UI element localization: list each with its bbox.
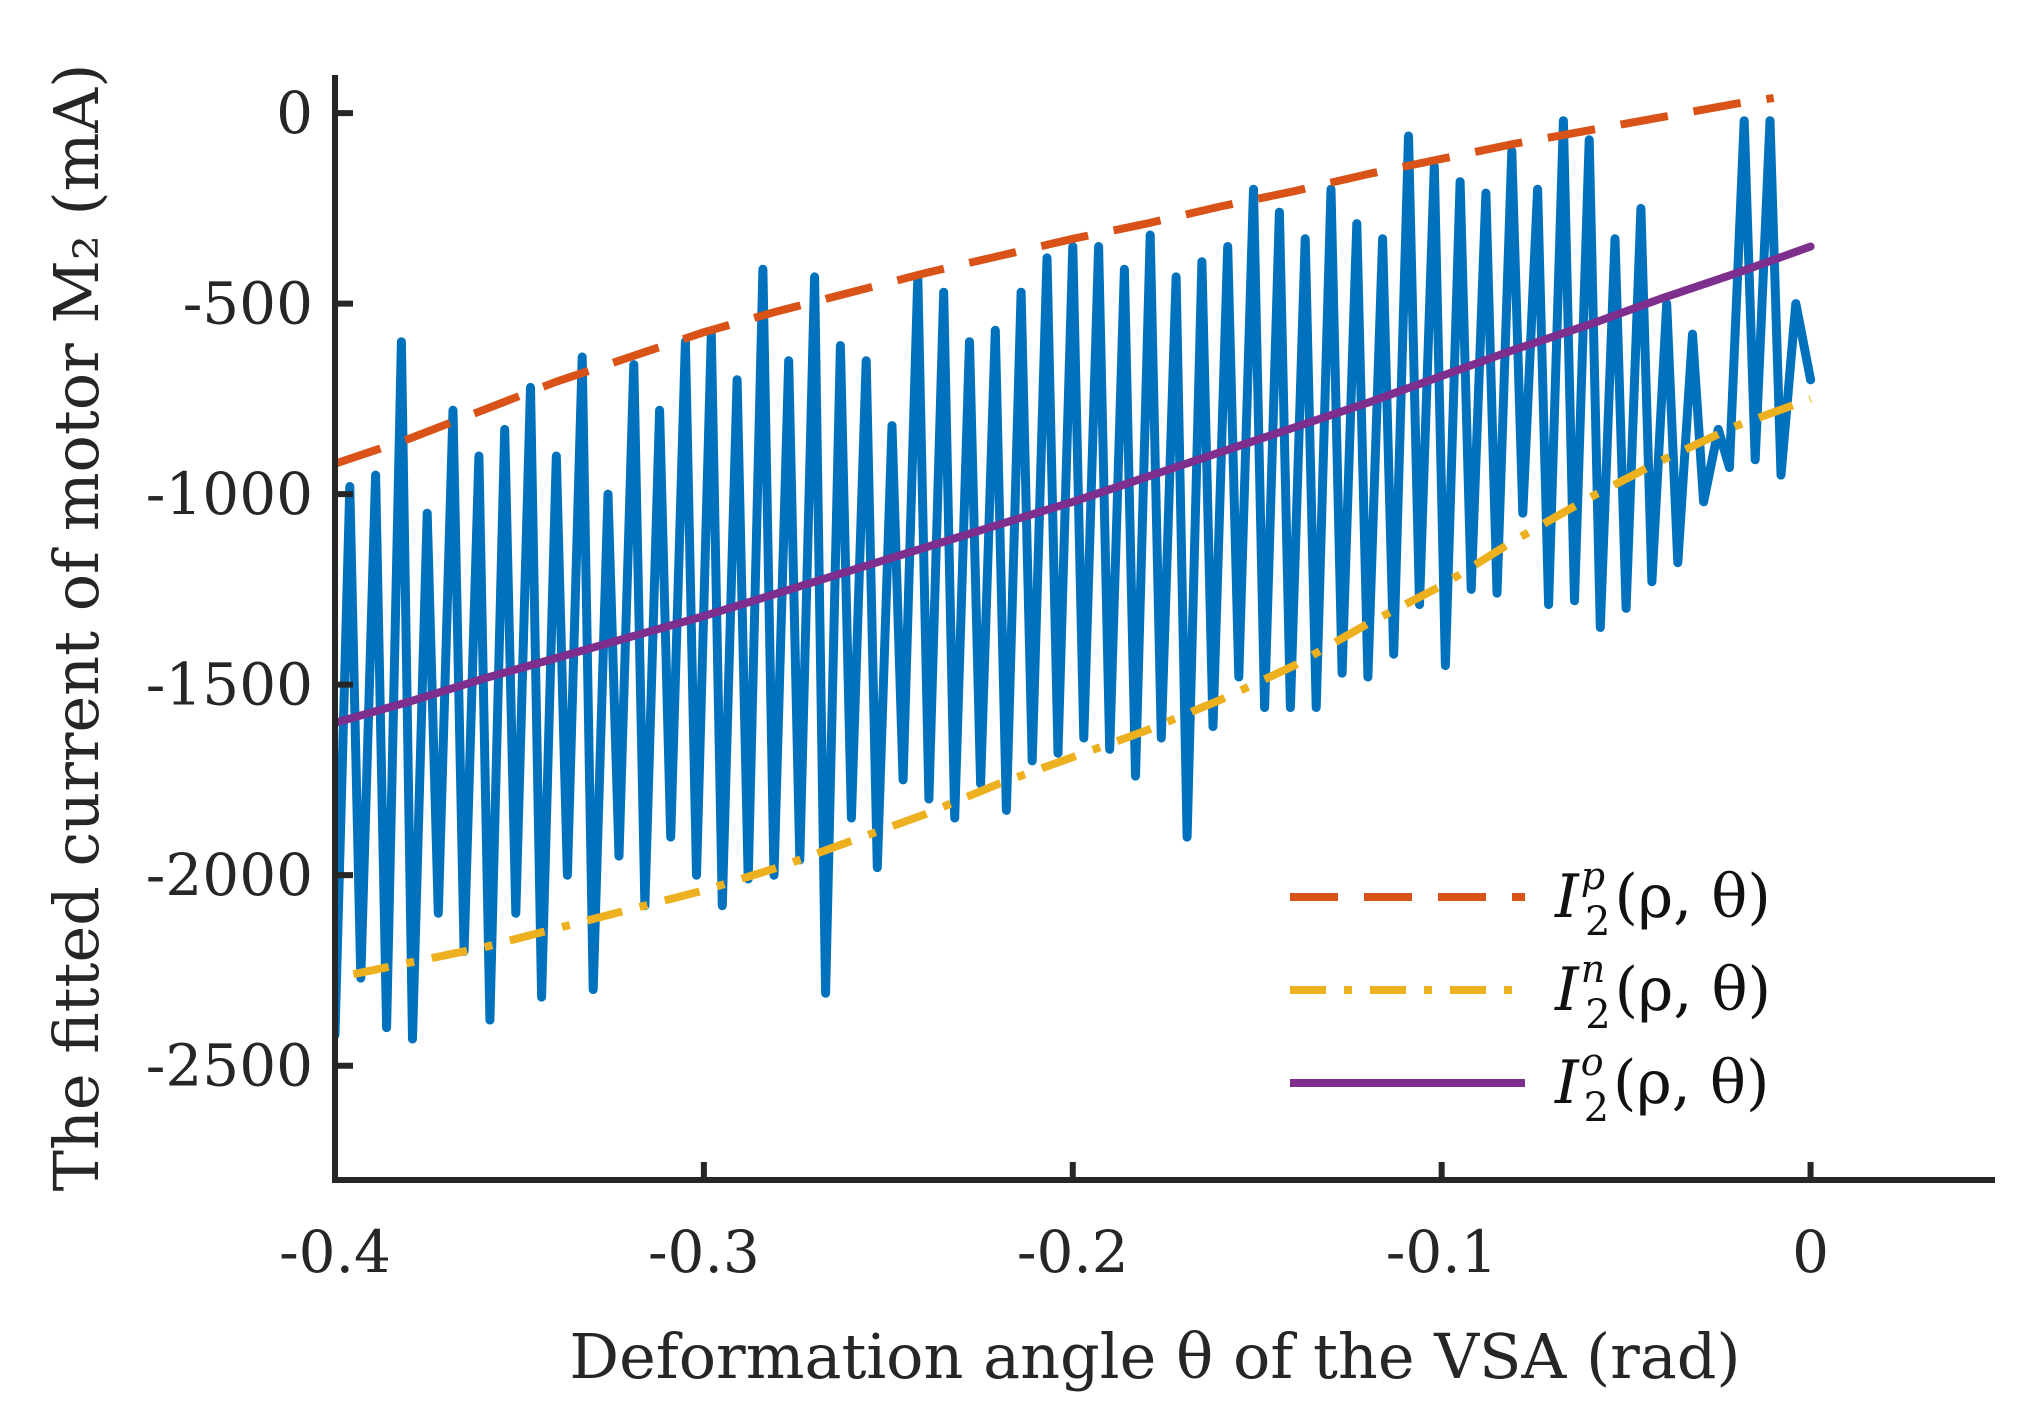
series-line-optimal <box>335 242 1815 727</box>
y-axis-title: The fitted current of motor M₂ (mA) <box>40 64 113 1192</box>
x-tick-label: -0.3 <box>648 1218 760 1286</box>
plot-area <box>335 93 1816 1044</box>
series-line-measured <box>335 116 1816 1044</box>
tick-labels: -0.4 -0.3 -0.2 -0.1 0 0 -500 -1000 -1500 -2000 -25… <box>146 79 1829 1286</box>
x-tick-label: -0.2 <box>1017 1218 1129 1286</box>
legend-label-positive: Ip 2(ρ, θ) <box>1554 854 1771 945</box>
x-tick-label: -0.1 <box>1386 1218 1498 1286</box>
axes <box>332 75 1995 1183</box>
x-axis-title: Deformation angle θ of the VSA (rad) <box>569 1320 1740 1393</box>
series-line-positive <box>335 93 1775 468</box>
tick-marks <box>332 110 1814 1180</box>
y-tick-label: -1500 <box>146 651 313 719</box>
y-tick-label: -500 <box>183 270 313 338</box>
y-tick-label: -2500 <box>146 1032 313 1100</box>
y-tick-label: 0 <box>276 79 313 147</box>
x-tick-label: 0 <box>1792 1218 1829 1286</box>
legend-label-optimal: Io 2(ρ, θ) <box>1554 1040 1769 1131</box>
legend-label-negative: In 2(ρ, θ) <box>1554 947 1771 1038</box>
x-tick-label: -0.4 <box>279 1218 391 1286</box>
legend: Ip 2(ρ, θ)In 2(ρ, θ)Io 2(ρ, θ) <box>1290 854 1771 1131</box>
y-tick-label: -1000 <box>146 460 313 528</box>
series-line-negative <box>352 395 1812 979</box>
y-tick-label: -2000 <box>146 841 313 909</box>
